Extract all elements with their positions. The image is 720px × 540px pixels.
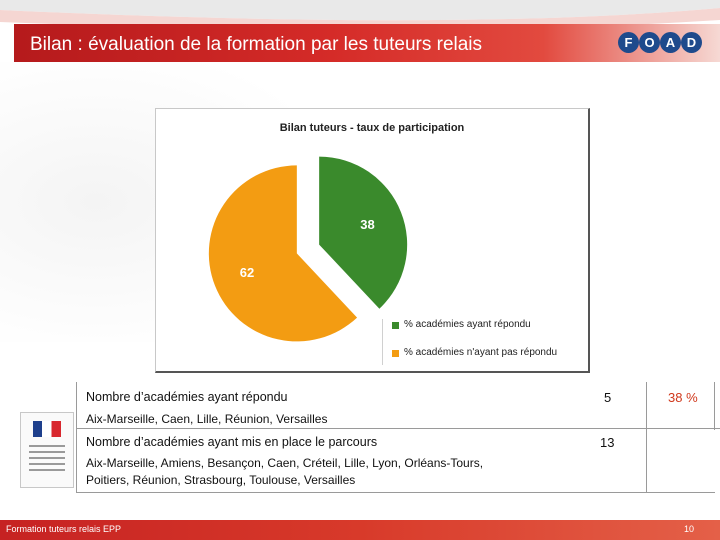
- chart-legend: % académies ayant répondu % académies n'…: [382, 319, 557, 375]
- row1-count: 5: [604, 390, 612, 405]
- foad-logo: F O A D: [618, 32, 702, 54]
- logo-letter-o: O: [639, 32, 660, 53]
- data-label-not-responded: 62: [239, 264, 255, 280]
- table-row-divider: [76, 428, 720, 429]
- logo-letter-f: F: [618, 32, 639, 53]
- legend-swatch-orange: [392, 350, 399, 357]
- row2-count: 13: [600, 435, 615, 450]
- results-table: [76, 382, 715, 493]
- row2-detail-line1: Aix-Marseille, Amiens, Besançon, Caen, C…: [86, 456, 484, 470]
- legend-item-not-responded: % académies n'ayant pas répondu: [392, 347, 557, 365]
- pie-slice-not-responded: [208, 165, 358, 342]
- title-bar: Bilan : évaluation de la formation par l…: [14, 24, 720, 62]
- logo-letter-a: A: [660, 32, 681, 53]
- row1-detail: Aix-Marseille, Caen, Lille, Réunion, Ver…: [86, 412, 328, 426]
- flag-icon: [33, 421, 61, 437]
- table-column-divider: [646, 382, 647, 492]
- ministry-emblem: [20, 412, 74, 488]
- page-title: Bilan : évaluation de la formation par l…: [30, 34, 483, 55]
- legend-label-responded: % académies ayant répondu: [404, 319, 531, 330]
- row1-percent: 38 %: [668, 390, 698, 405]
- logo-letter-d: D: [681, 32, 702, 53]
- footer-bar: Formation tuteurs relais EPP 10: [0, 520, 720, 540]
- legend-label-not-responded: % académies n'ayant pas répondu: [404, 347, 558, 358]
- legend-swatch-green: [392, 322, 399, 329]
- pie-chart: Bilan tuteurs - taux de participation 38…: [155, 108, 590, 373]
- footer-text: Formation tuteurs relais EPP: [6, 524, 122, 534]
- pie-svg: [208, 156, 408, 342]
- row2-heading: Nombre d’académies ayant mis en place le…: [86, 435, 378, 449]
- row2-detail-line2: Poitiers, Réunion, Strasbourg, Toulouse,…: [86, 473, 356, 487]
- row1-heading: Nombre d’académies ayant répondu: [86, 390, 288, 404]
- pie-slice-responded: [319, 156, 408, 309]
- data-label-responded: 38: [360, 217, 375, 233]
- page-number: 10: [683, 524, 694, 534]
- legend-divider: [382, 319, 383, 365]
- legend-item-responded: % académies ayant répondu: [392, 319, 557, 337]
- table-right-border: [714, 382, 715, 430]
- chart-title: Bilan tuteurs - taux de participation: [279, 122, 465, 134]
